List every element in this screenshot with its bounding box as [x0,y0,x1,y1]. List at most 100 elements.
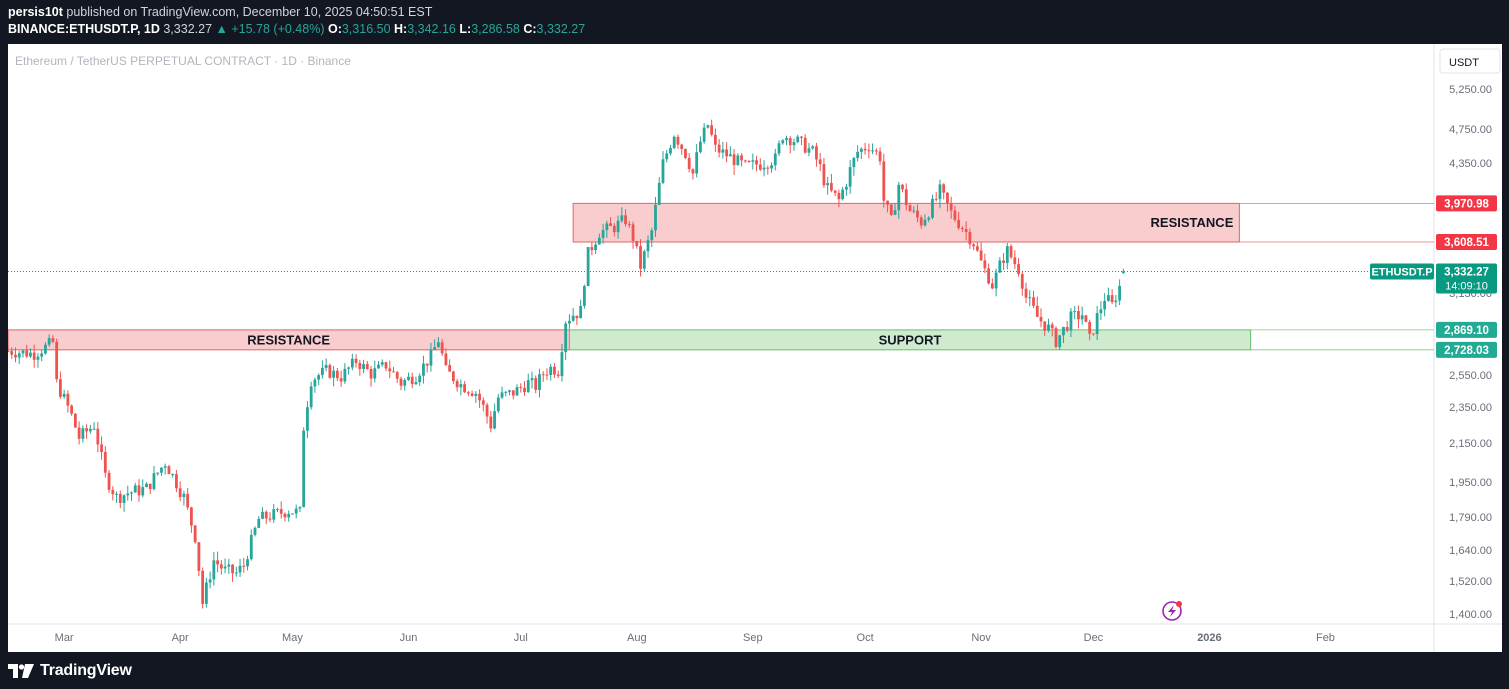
price-tick-label: 1,640.00 [1449,545,1492,557]
candle-body [478,393,481,401]
symbol-tag-bg [1370,263,1434,280]
author-name[interactable]: persis10t [8,5,63,19]
candle-body [103,451,107,473]
candle-196 [579,299,583,319]
candle-263 [830,173,833,193]
candle-body [833,190,837,193]
candle-58 [62,389,66,399]
candle-body [635,240,639,247]
candle-body [627,224,631,226]
candle-body [807,148,811,153]
open-label: O: [327,22,342,36]
candle-body [751,160,755,162]
lightning-icon[interactable] [1162,601,1182,621]
candle-body [702,127,706,142]
candle-body [826,183,830,186]
candle-155 [425,363,429,373]
candle-body [459,384,463,388]
candle-77 [133,482,137,493]
candle-body [1084,315,1088,322]
candle-body [657,182,661,205]
candle-191 [560,343,564,382]
candle-body [1047,324,1050,331]
candle-116 [279,501,283,519]
candle-243 [755,155,758,172]
candle-body [717,144,721,153]
level-label-2: 2,869.10 [1436,321,1497,338]
candle-body [451,371,455,382]
candle-body [219,564,223,569]
candle-52 [40,349,44,362]
currency-button-label[interactable]: USDT [1449,57,1479,69]
candle-body [1077,311,1080,320]
candle-165 [463,381,467,393]
candle-315 [1024,282,1028,304]
candle-111 [261,507,264,520]
candle-body [1035,305,1039,317]
candle-141 [373,360,377,383]
candle-234 [721,141,725,159]
candle-262 [826,176,830,195]
candle-113 [268,512,272,523]
candle-body [972,244,976,247]
candle-body [283,513,287,518]
candle-279 [889,203,893,217]
price-chart[interactable]: RESISTANCE RESISTANCE SUPPORT 5,250.00 4,75… [8,44,1502,652]
candle-body [257,518,261,528]
candle-120 [294,504,298,519]
candle-76 [130,491,133,501]
candle-129 [328,363,332,379]
tradingview-footer[interactable]: TradingView [8,660,132,682]
candle-body [983,260,987,269]
candle-body [575,315,579,319]
candle-74 [122,494,126,512]
candle-280 [893,202,897,216]
candle-body [785,138,788,141]
candle-102 [227,558,231,575]
candle-body [1110,295,1114,303]
candle-body [189,507,193,526]
candle-body [530,378,534,381]
candle-308 [998,257,1002,274]
candle-131 [335,367,339,382]
candle-60 [70,404,74,416]
candle-body [1028,297,1032,299]
candle-166 [466,391,470,397]
price-tick-label: 4,350.00 [1449,158,1492,170]
candle-108 [249,529,253,561]
candle-240 [743,159,747,163]
candle-body [130,492,133,494]
candle-body [182,493,186,498]
candle-body [463,384,467,393]
candle-317 [1032,290,1035,309]
candle-body [792,142,796,146]
candle-body [160,467,163,473]
candle-109 [253,526,257,537]
candle-body [249,534,253,560]
candle-107 [246,555,249,571]
candle-body [276,509,279,511]
candle-body [680,144,684,150]
candle-43 [8,346,10,353]
candle-body [306,407,309,431]
candle-323 [1054,326,1058,349]
candle-body [8,350,10,352]
candle-205 [612,223,616,237]
candle-154 [422,355,425,384]
candle-body [856,151,860,158]
candle-body [25,350,29,357]
candle-224 [684,148,687,160]
price-tick-label: 1,520.00 [1449,576,1492,588]
time-axis: Mar Apr May Jun Jul Aug Sep Oct Nov Dec 2026 Feb [55,632,1335,644]
candle-226 [691,168,695,180]
currency-button[interactable]: USDT [1439,48,1501,74]
candle-body [904,189,908,206]
level-label-3: 2,728.03 [1436,341,1497,358]
candle-98 [212,552,216,586]
candle-106 [242,557,246,573]
candle-99 [216,551,219,573]
candle-body [444,353,448,366]
candle-body [175,474,178,489]
candle-238 [736,153,740,166]
candle-211 [635,240,639,249]
